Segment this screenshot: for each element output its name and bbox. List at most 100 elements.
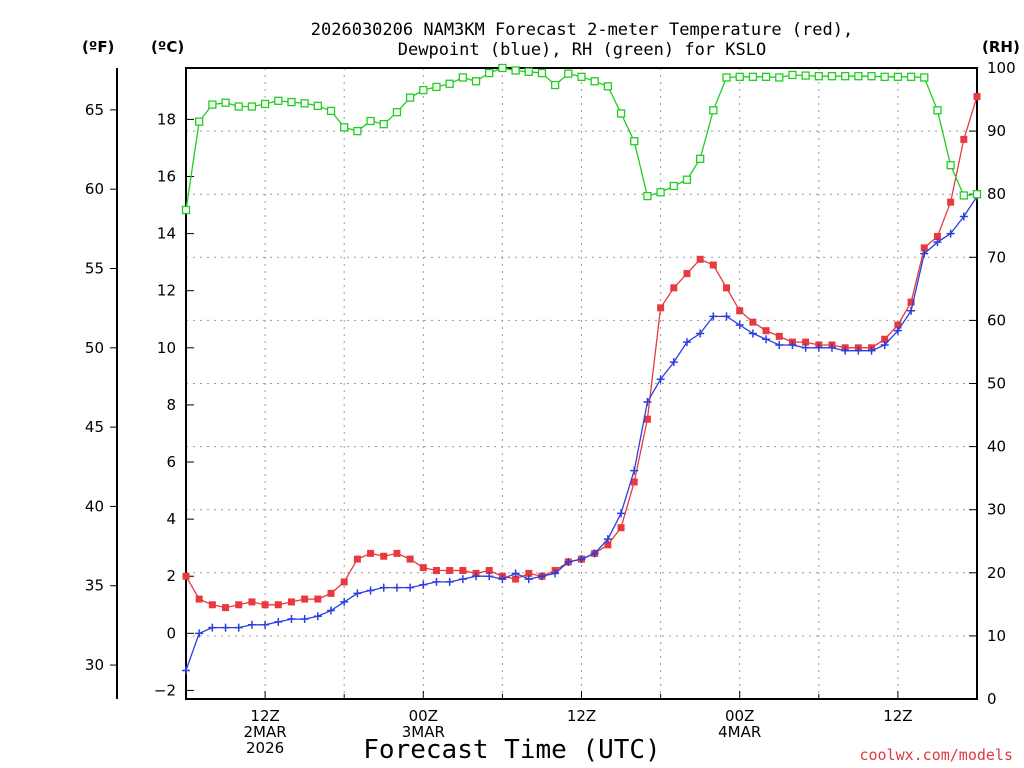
celsius-unit-label: (ºC) [151,38,184,56]
dewpoint-point [300,615,309,624]
rh-tick-label: 20 [987,564,1006,582]
rh-tick-label: 70 [987,248,1006,266]
temperature-point [604,541,612,549]
dewpoint-point [656,375,665,384]
rh-point [445,79,454,88]
dewpoint-point [735,320,744,329]
rh-point [366,116,375,126]
rh-point [841,72,850,81]
dewpoint-point [195,629,204,638]
dewpoint-point [551,569,560,578]
celsius-tick-label: 4 [166,510,176,528]
x-tick-label: 00Z [409,707,438,725]
rh-point [603,82,613,91]
temperature-point [657,304,665,312]
rh-point [564,69,573,78]
rh-point [458,73,468,82]
dewpoint-point [946,229,955,238]
dewpoint-point [669,358,678,367]
temperature-point [933,232,941,240]
x-axis-label: Forecast Time (UTC) [363,735,660,765]
x-tick-label: 00Z [725,707,754,725]
rh-point [920,73,929,82]
rh-tick-label: 40 [987,438,1006,456]
dewpoint-point [709,312,718,321]
rh-point [775,73,784,82]
temperature-point [762,327,770,335]
fahrenheit-tick-label: 30 [85,656,104,674]
temperature-point [301,595,309,603]
dewpoint-point [775,340,784,349]
rh-point [722,73,731,82]
temperature-point [670,284,678,292]
celsius-tick-label: 0 [166,624,176,642]
temperature-point [960,135,968,143]
rh-point [340,123,349,132]
dewpoint-point [959,212,968,221]
temperature-point [696,255,704,263]
rh-point [471,77,481,86]
rh-tick-label: 80 [987,185,1006,203]
rh-point [959,191,968,200]
rh-point [419,85,428,95]
dewpoint-point [340,597,349,606]
temperature-point [683,270,691,278]
rh-point [643,191,652,201]
temperature-point [380,552,388,560]
temperature-point [406,555,414,563]
fahrenheit-unit-label: (ºF) [82,38,114,56]
rh-point [405,93,415,102]
dewpoint-point [603,535,612,544]
temperature-point [274,601,282,609]
dewpoint-point [406,583,415,592]
dewpoint-point [221,623,230,632]
series-temperature [182,93,981,612]
x-tick-label: 2MAR [244,723,287,741]
rh-point [498,63,507,73]
rh-point [260,99,270,109]
dewpoint-point [630,466,639,475]
dewpoint-point [590,549,599,558]
rh-point [933,106,942,115]
rh-point [432,82,441,92]
dewpoint-point [353,589,362,598]
rh-tick-label: 60 [987,311,1006,329]
dewpoint-point [432,577,441,586]
temperature-point [973,93,981,101]
rh-point [854,72,863,81]
rh-point [972,190,982,199]
rh-point [379,120,388,129]
temperature-point [314,595,322,603]
celsius-tick-label: 6 [166,453,176,471]
temperature-point [419,564,427,572]
gridlines [186,68,977,699]
rh-point [801,71,810,80]
dewpoint-point [907,306,916,315]
rh-point [195,117,204,126]
celsius-tick-label: 2 [166,567,176,585]
dewpoint-point [814,343,823,352]
temperature-point [775,332,783,340]
temperature-point [512,575,520,583]
dewpoint-point [682,338,691,347]
temperature-point [630,478,638,486]
dewpoint-point [261,620,270,629]
fahrenheit-tick-label: 45 [85,418,104,436]
chart-title-line1: 2026030206 NAM3KM Forecast 2-meter Tempe… [311,20,853,40]
fahrenheit-tick-label: 55 [85,259,104,277]
temperature-point [261,601,269,609]
temperature-point [643,415,651,423]
fahrenheit-tick-label: 60 [85,180,104,198]
fahrenheit-tick-label: 50 [85,339,104,357]
celsius-tick-label: 10 [157,339,176,357]
x-tick-label: 4MAR [718,723,761,741]
rh-point [709,106,718,115]
dewpoint-point [392,583,401,592]
temperature-point [327,589,335,597]
temperature-point [367,549,375,557]
temperature-point [736,307,744,315]
dewpoint-point [472,572,481,581]
dewpoint-point [327,606,336,615]
